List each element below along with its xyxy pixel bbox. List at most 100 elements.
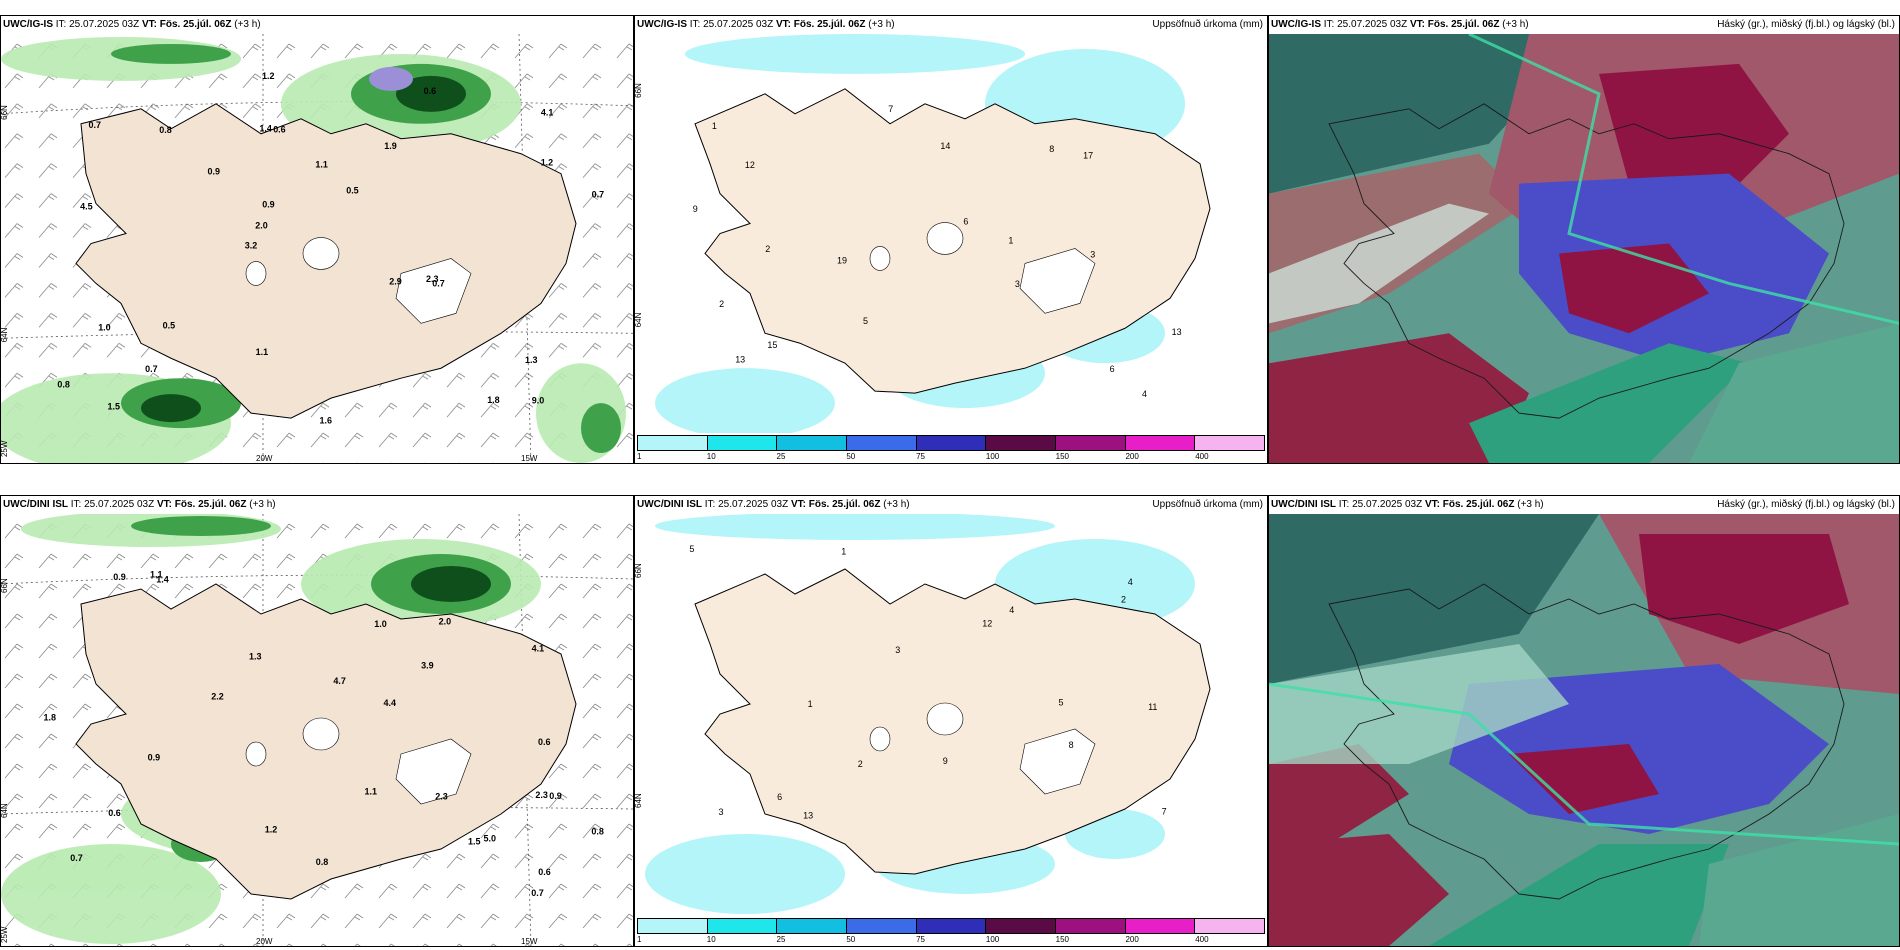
colorbar-segment <box>915 918 986 934</box>
value-label: 1.1 <box>315 159 327 169</box>
map-cloud-cover[interactable] <box>1269 34 1899 463</box>
precip-value-labels: 0.64.42.30.81.05.04.73.90.90.71.41.10.60… <box>44 570 604 898</box>
panel-igis-wind: UWC/IG-IS IT: 25.07.2025 03Z VT: Fös. 25… <box>0 15 634 464</box>
colorbar-tick-label: 50 <box>846 935 856 944</box>
value-label: 8 <box>1069 740 1074 750</box>
colorbar-segments <box>637 918 1266 934</box>
value-label: 1 <box>841 547 846 557</box>
value-label: 1.5 <box>108 401 120 411</box>
value-label: 0.9 <box>549 791 562 801</box>
valid-time: Fös. 25.júl. 06Z <box>159 19 232 30</box>
lead-time: (+3 h) <box>234 19 261 30</box>
value-label: 9 <box>943 756 948 766</box>
value-label: 5.0 <box>484 834 497 844</box>
value-label: 17 <box>1083 150 1093 160</box>
map-accum-precip[interactable]: 66N 64N 3 8 4 5 7 2 1 9 12 13 11 6 4 2 5 3 1 <box>635 514 1267 916</box>
valid-time: Fös. 25.júl. 06Z <box>793 19 866 30</box>
value-label: 1 <box>712 121 717 131</box>
precip-value-labels: 9.0 4.5 4.1 3.2 1.9 1.5 1.4 1.1 1.0 0.9 0.8 0.7 0.6 0… <box>57 71 604 426</box>
model-name: UWC/DINI ISL <box>3 499 68 510</box>
panel-header: UWC/DINI ISL IT: 25.07.2025 03Z VT: Fös.… <box>1269 496 1899 514</box>
value-label: 0.8 <box>316 857 329 867</box>
colorbar-segment <box>706 918 777 934</box>
value-label: 12 <box>745 160 755 170</box>
colorbar-tick-label: 100 <box>985 935 1000 944</box>
lat-label-64n: 64N <box>1 327 9 342</box>
panel-header: UWC/DINI ISL IT: 25.07.2025 03Z VT: Fös.… <box>635 496 1267 514</box>
value-label: 2.0 <box>439 617 452 627</box>
lat-label-64n: 64N <box>1 803 9 818</box>
value-label: 1.2 <box>262 71 274 81</box>
value-label: 1.0 <box>98 323 110 333</box>
value-label: 19 <box>837 256 847 266</box>
colorbar-segment <box>637 435 707 451</box>
value-label: 4 <box>1128 577 1133 587</box>
value-label: 13 <box>1172 327 1182 337</box>
value-label: 9.0 <box>532 396 544 406</box>
lon-label-25w: 25W <box>1 440 9 457</box>
value-label: 2 <box>1121 594 1126 604</box>
panel-header: UWC/IG-IS IT: 25.07.2025 03Z VT: Fös. 25… <box>635 16 1267 34</box>
init-time: IT: 25.07.2025 03Z <box>689 19 774 30</box>
value-label: 5 <box>863 316 868 326</box>
lat-label-66n: 66N <box>1 578 9 593</box>
panel-header: UWC/IG-IS IT: 25.07.2025 03Z VT: Fös. 25… <box>1269 16 1899 34</box>
colorbar-tick-label: 75 <box>916 452 926 461</box>
lat-label-64n: 64N <box>635 312 643 327</box>
value-label: 1.9 <box>384 141 396 151</box>
init-time: IT: 25.07.2025 03Z <box>55 19 140 30</box>
value-label: 2.3 <box>435 792 448 802</box>
value-label: 1.5 <box>468 836 481 846</box>
value-label: 2.3 <box>535 790 548 800</box>
value-label: 2 <box>765 244 770 254</box>
precip-colorbar: 1 10 25 50 75 100 150 200 400 <box>635 916 1267 946</box>
colorbar-segment <box>1055 435 1125 451</box>
map-wind-precip[interactable]: 66N 64N 25W 20W 15W 9.0 4.5 4.1 3.2 1.9 1.5 1.… <box>1 34 633 463</box>
value-label: 2.0 <box>255 220 267 230</box>
value-label: 0.7 <box>70 853 83 863</box>
colorbar-tick-label: 400 <box>1195 935 1209 944</box>
value-label: 15 <box>767 340 777 350</box>
colorbar-segment <box>985 918 1056 934</box>
colorbar-tick-label: 25 <box>776 935 786 944</box>
value-label: 4.1 <box>532 643 545 653</box>
precip-colorbar: 1 10 25 50 75 100 150 200 400 <box>635 433 1267 463</box>
lat-label-66n: 66N <box>635 83 643 98</box>
value-label: 0.9 <box>113 572 126 582</box>
value-label: 0.6 <box>538 867 551 877</box>
value-label: 0.7 <box>89 120 101 130</box>
value-label: 1.1 <box>365 787 378 797</box>
value-label: 3 <box>895 645 900 655</box>
value-label: 1.0 <box>374 619 387 629</box>
colorbar-tick-label: 10 <box>706 935 716 944</box>
value-label: 0.8 <box>159 125 171 135</box>
colorbar-segments <box>637 435 1266 451</box>
map-cloud-cover[interactable] <box>1269 514 1899 946</box>
colorbar-segment <box>1124 918 1195 934</box>
colorbar-segment <box>1194 918 1266 934</box>
model-name: UWC/IG-IS <box>637 19 687 30</box>
value-label: 9 <box>693 204 698 214</box>
colorbar-segment <box>846 435 916 451</box>
value-label: 0.5 <box>163 321 175 331</box>
value-label: 2.3 <box>426 274 438 284</box>
panel-igis-accum: UWC/IG-IS IT: 25.07.2025 03Z VT: Fös. 25… <box>634 15 1268 464</box>
value-label: 1.8 <box>44 712 57 722</box>
value-label: 4.4 <box>384 698 397 708</box>
colorbar-segment <box>846 918 916 934</box>
lead-time: (+3 h) <box>883 499 910 510</box>
map-wind-precip[interactable]: 66N 64N 25W 20W 15W 0.6 4.4 2.3 0.8 1.0 5.0 4.… <box>1 514 633 946</box>
value-label: 5 <box>1059 697 1064 707</box>
value-label: 4.7 <box>333 676 346 686</box>
lon-label-15w: 15W <box>521 454 538 463</box>
value-label: 1.1 <box>256 347 268 357</box>
map-accum-precip[interactable]: 66N 64N 4 2 3 1 13 12 15 19 17 14 8 6 5 7 1 2 3 6 9 13 <box>635 34 1267 433</box>
colorbar-tick-label: 150 <box>1055 452 1070 461</box>
valid-time-label: VT: <box>141 19 157 30</box>
colorbar-ticks: 1 10 25 50 75 100 150 200 400 <box>637 451 1265 463</box>
value-label: 0.8 <box>57 379 69 389</box>
value-label: 3 <box>719 807 724 817</box>
lon-label-20w: 20W <box>256 937 273 946</box>
colorbar-segment <box>706 435 777 451</box>
